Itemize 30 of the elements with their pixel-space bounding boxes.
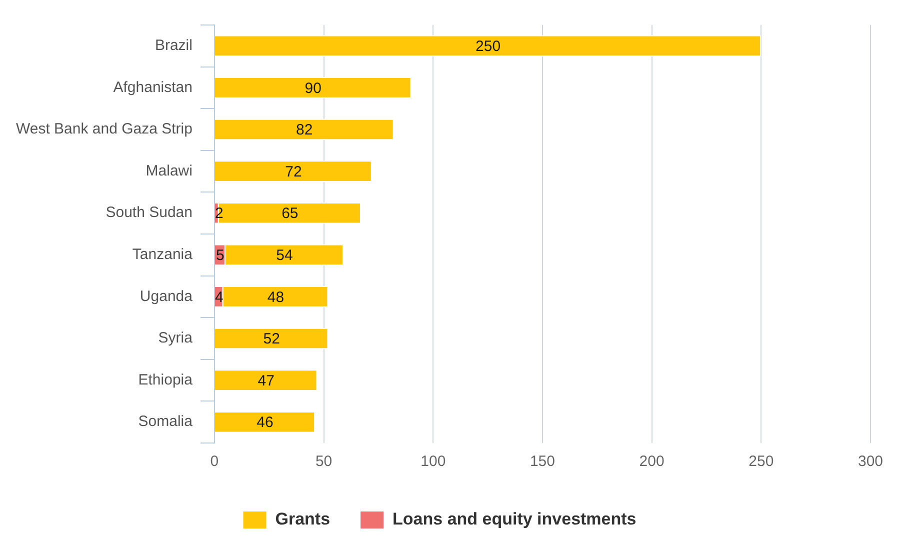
x-tick-label: 0 [210,453,219,470]
data-label: 90 [304,80,322,97]
legend-label: Grants [275,510,330,529]
data-label: 250 [476,38,501,56]
y-tick-label: Somalia [138,413,194,430]
y-tick-label: Brazil [154,37,192,54]
x-tick-label: 150 [530,453,555,470]
y-tick-label: Syria [158,330,194,347]
x-tick-label: 200 [639,453,664,470]
data-label: 82 [296,122,313,139]
data-label: 46 [256,414,274,432]
x-tick-label: 50 [315,453,332,470]
data-label: 72 [285,163,302,180]
y-tick-label: West Bank and Gaza Strip [16,120,192,138]
y-tick-label: Malawi [146,162,192,180]
data-label: 65 [282,205,298,222]
x-tick-label: 250 [748,453,774,470]
data-label: 47 [258,372,274,390]
x-tick-label: 100 [420,453,446,470]
y-tick-label: South Sudan [106,204,192,222]
data-label: 54 [276,247,293,264]
data-label: 48 [267,288,284,306]
y-tick-label: Tanzania [132,246,194,264]
data-label: 52 [263,330,280,348]
y-tick-label: Uganda [140,288,194,305]
x-tick-label: 300 [858,453,883,470]
y-tick-label: Ethiopia [138,371,194,388]
data-label: 5 [216,247,224,264]
y-tick-label: Afghanistan [113,78,192,96]
legend-label: Loans and equity investments [392,510,636,529]
